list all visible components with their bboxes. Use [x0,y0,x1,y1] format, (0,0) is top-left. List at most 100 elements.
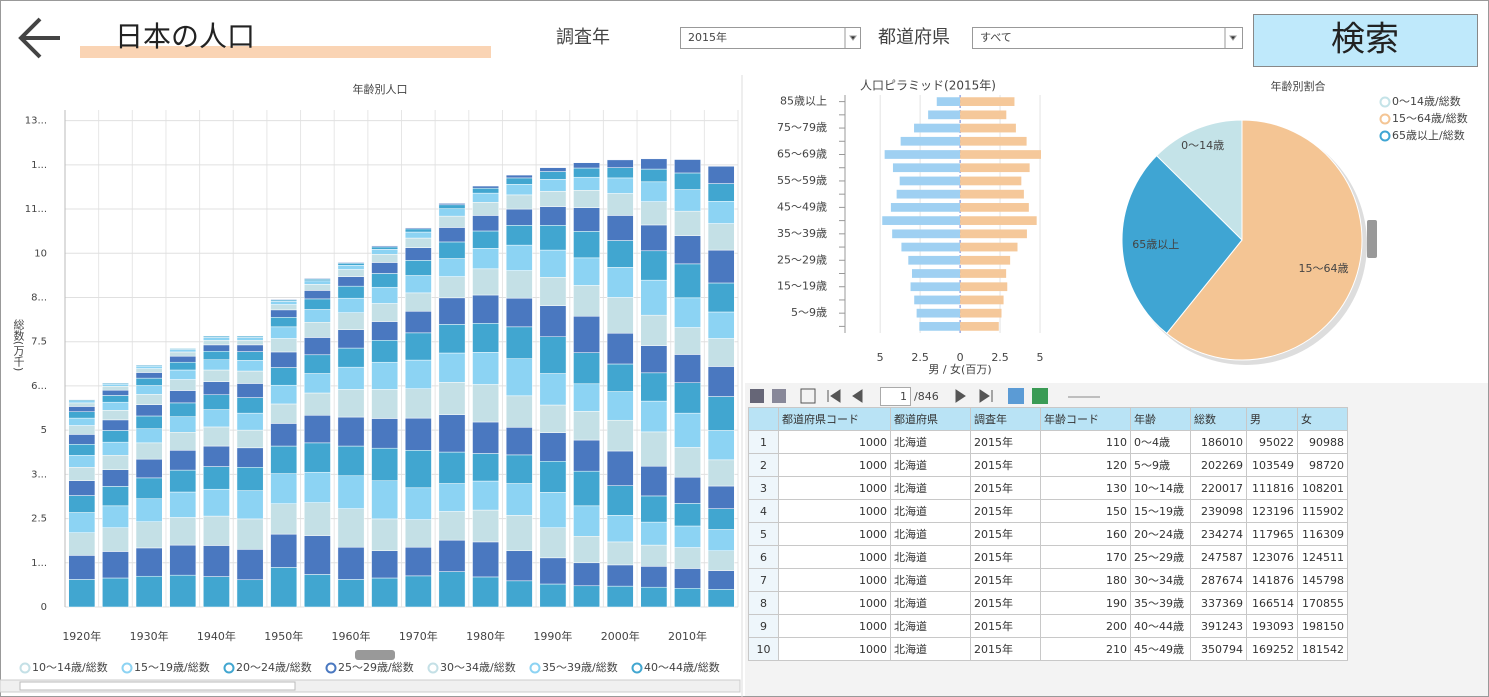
bar [960,176,1022,186]
search-button[interactable] [1253,14,1478,67]
bar-segment [371,418,399,449]
corner-cell [748,407,779,431]
table-cell: 10〜14歳 [1130,476,1191,500]
bar-segment [102,486,129,507]
bar-segment [102,401,129,411]
data-table: 都道府県コード 都道府県 調査年 年齢コード 年齢 総数男女 1 1000 北海道 2015年 1… [748,407,1348,661]
bar-segment [573,162,600,169]
bar-segment [674,588,701,608]
bar-segment [371,550,399,579]
bar-segment [472,421,499,454]
bar-segment [707,201,735,224]
table-cell: 15〜19歳 [1130,499,1191,523]
bar-segment [640,586,668,608]
y-tick-label: 1... [31,160,47,171]
bar-segment [674,172,701,190]
bar-segment [203,340,230,346]
bar [914,123,961,133]
bar-segment [573,585,600,608]
bar-segment [707,165,735,184]
bar-segment [404,388,432,419]
bar-segment [674,447,701,478]
pref-select[interactable] [972,27,1243,49]
side-tab[interactable] [1367,220,1377,258]
bar-segment [573,257,600,286]
tool-icon[interactable] [800,388,816,404]
table-row: 6 1000 北海道 2015年 170 25〜29歳 247587 123076 124511 [748,545,1348,569]
table-cell: 2015年 [970,637,1041,661]
pie-slice [1165,119,1363,361]
bar-segment [606,240,634,268]
bar-segment [337,329,365,349]
table-row: 10 1000 北海道 2015年 210 45〜49歳 350794 169252 18154… [748,637,1348,661]
x-tick-label: 1960年 [332,629,371,643]
y-tick-label: 1... [31,558,47,569]
bar-segment [539,527,567,559]
bar-segment [640,201,668,226]
bar-segment [270,309,298,318]
table-cell: 180 [1040,568,1131,592]
year-select[interactable] [680,27,861,49]
year-value: 2015年 [688,30,727,44]
bar-segment [68,555,96,580]
tool-icon[interactable] [750,389,764,403]
table-cell: 25〜29歳 [1130,545,1191,569]
bar-segment [640,465,668,497]
bar-segment [539,225,567,251]
table-cell: 141876 [1246,568,1298,592]
bar [896,189,961,199]
bar-segment [472,352,499,385]
pager-arrows[interactable] [827,389,993,403]
bar-segment [371,447,399,481]
legend-label: 65歳以上/総数 [1392,128,1465,142]
row-number: 5 [748,522,779,546]
table-cell: 2015年 [970,614,1041,638]
bar-segment [539,583,567,608]
bar-segment [539,461,567,493]
bar [960,216,1037,225]
bar-segment [707,508,735,530]
bar-segment [270,403,298,424]
x-tick-label: 2.5 [911,351,929,364]
legend-toggle[interactable] [355,650,395,660]
table-cell: 111816 [1246,476,1298,500]
bar [960,295,1004,305]
bar-segment [573,352,600,385]
bar-segment [707,311,735,339]
table-cell: 350794 [1190,637,1247,661]
bar-segment [135,547,163,577]
excel-icon[interactable] [1032,388,1048,404]
bar-segment [707,589,735,608]
table-cell: 1000 [778,522,891,546]
row-number: 4 [748,499,779,523]
pref-value: すべて [980,31,1012,44]
csv-icon[interactable] [1008,388,1024,404]
table-cell: 210 [1040,637,1131,661]
page-input[interactable] [880,387,911,406]
table-cell: 181542 [1297,637,1348,661]
bar-segment [472,215,499,232]
bar-segment [404,311,432,334]
bar-segment [539,492,567,529]
table-cell: 170855 [1297,591,1348,615]
bar-segment [102,383,129,387]
table-cell: 1000 [778,430,891,454]
tool-icon[interactable] [772,389,786,403]
bar-segment [304,278,331,282]
bar-segment [337,475,365,509]
bar-segment [438,203,466,206]
bar-segment [707,459,735,487]
legend-marker [1379,96,1391,108]
bar-segment [236,397,264,414]
back-arrow[interactable] [18,17,60,59]
x-tick-label: 1940年 [197,629,236,643]
page-title: 日本の人口 [115,20,255,53]
bar-segment [539,171,567,180]
bar-segment [304,309,331,323]
y-tick-label: 75〜79歳 [777,121,827,134]
y-tick-label: 25〜29歳 [777,253,827,266]
bar-segment [573,411,600,441]
table-cell: 287674 [1190,568,1247,592]
scroll-thumb[interactable] [19,681,296,691]
bar-segment [371,518,399,552]
